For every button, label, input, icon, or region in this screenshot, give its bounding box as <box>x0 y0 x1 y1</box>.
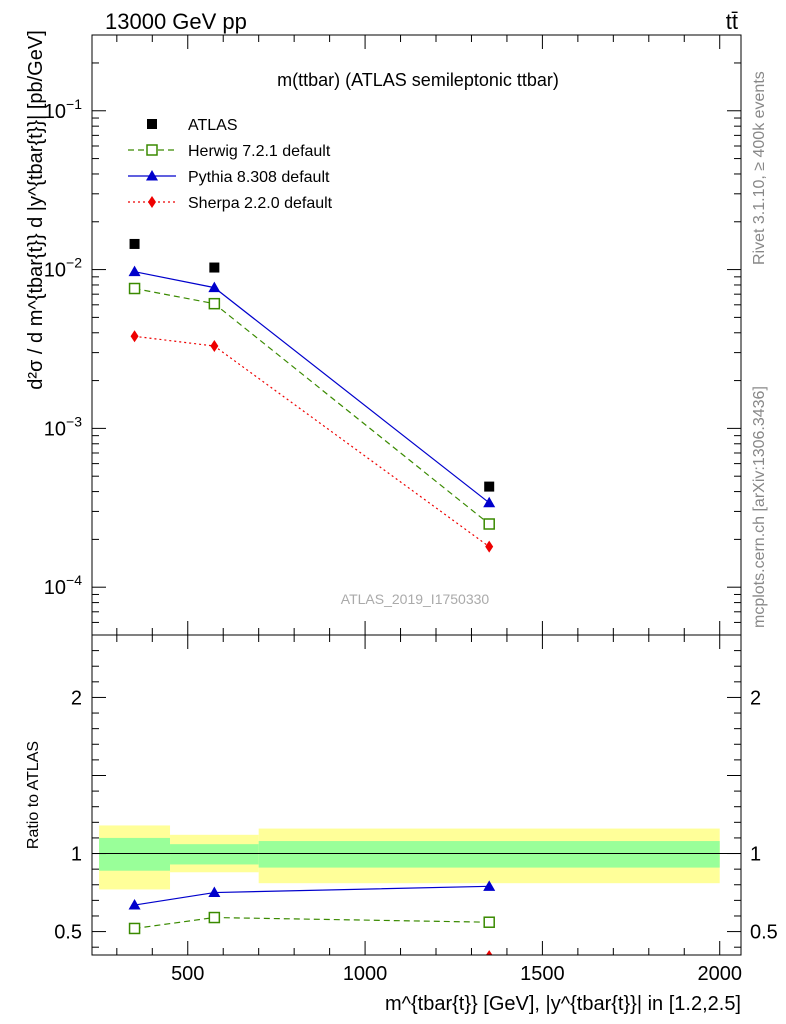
ratio-data-point <box>208 911 221 924</box>
series-line <box>134 271 490 504</box>
data-point <box>128 282 141 295</box>
ratio-y-tick-label-right: 1 <box>750 844 761 866</box>
legend-entry-atlas: ATLAS <box>147 117 238 134</box>
legend-label: ATLAS <box>188 117 238 134</box>
watermark: ATLAS_2019_I1750330 <box>341 591 490 607</box>
data-point <box>483 496 496 508</box>
x-axis-label: m^{tbar{t}} [GeV], |y^{tbar{t}}| in [1.2… <box>385 993 741 1015</box>
ratio-y-tick-label-right: 0.5 <box>750 922 778 944</box>
series-line <box>134 287 490 525</box>
main-axis-ticks: 10−1 10−2 10−3 10−4 <box>44 35 741 636</box>
ratio-y-axis-label: Ratio to ATLAS <box>25 741 42 849</box>
y-tick-label: 10−1 <box>44 96 82 123</box>
ratio-y-tick-label: 2 <box>71 687 82 709</box>
legend-label: Sherpa 2.2.0 default <box>188 195 333 212</box>
main-panel: m(ttbar) (ATLAS semileptonic ttbar) ATLA… <box>25 30 742 636</box>
x-tick-label: 2000 <box>697 963 742 985</box>
data-point <box>208 281 221 293</box>
ratio-y-tick-label-right: 2 <box>750 687 761 709</box>
data-point <box>128 265 141 277</box>
ratio-y-tick-label: 0.5 <box>54 922 82 944</box>
data-point <box>485 540 494 553</box>
x-tick-label: 500 <box>171 963 204 985</box>
y-tick-label: 10−3 <box>44 413 82 440</box>
series-line <box>134 335 490 548</box>
rivet-version-label: Rivet 3.1.10, ≥ 400k events <box>751 71 768 265</box>
ratio-series-sherpa-2-2-0-default <box>436 950 493 960</box>
legend-entry-sherpa-2-2-0-default: Sherpa 2.2.0 default <box>128 195 333 212</box>
ratio-series-pythia-8-308-default <box>128 880 496 910</box>
mcplots-label: mcplots.cern.ch [arXiv:1306.3436] <box>751 386 768 628</box>
series-pythia-8-308-default <box>128 265 496 508</box>
data-point <box>483 518 495 530</box>
legend-label: Herwig 7.2.1 default <box>188 143 331 160</box>
ratio-series-herwig-7-2-1-default <box>128 911 495 935</box>
data-point <box>130 330 139 343</box>
data-point <box>208 297 221 310</box>
ratio-band-green <box>170 844 259 865</box>
ratio-uncertainty-bands <box>99 825 720 890</box>
legend-marker <box>146 144 158 156</box>
ratio-data-point <box>485 950 493 955</box>
x-tick-label: 1000 <box>343 963 388 985</box>
ratio-data-point <box>483 880 496 891</box>
ratio-data-point <box>128 922 141 935</box>
legend-marker <box>148 196 156 208</box>
y-tick-label: 10−2 <box>44 255 82 282</box>
data-point <box>484 481 495 492</box>
ratio-panel: 0.5 0.5 1 1 2 2 500 1000 1500 2000 Ratio to ATLAS… <box>25 634 778 1015</box>
ratio-band-green <box>99 837 171 871</box>
legend: ATLAS Herwig 7.2.1 default Pythia 8.308 de… <box>128 117 333 212</box>
ratio-series-line <box>134 885 490 906</box>
legend-marker <box>146 170 158 181</box>
energy-label: 13000 GeV pp <box>105 9 247 34</box>
process-label: tt̄ <box>726 9 738 34</box>
legend-entry-pythia-8-308-default: Pythia 8.308 default <box>128 169 330 186</box>
data-point <box>209 262 220 273</box>
y-tick-label: 10−4 <box>44 572 82 599</box>
ratio-series-line <box>436 956 489 960</box>
legend-label: Pythia 8.308 default <box>188 169 330 186</box>
legend-marker <box>147 119 157 129</box>
data-point <box>210 340 219 353</box>
series-herwig-7-2-1-default <box>128 282 495 530</box>
ratio-panel-frame <box>91 634 742 956</box>
data-point <box>129 238 140 249</box>
plot-title: m(ttbar) (ATLAS semileptonic ttbar) <box>277 70 559 90</box>
main-y-axis-label: d²σ / d m^{tbar{t}} d |y^{tbar{t}}| [pb/… <box>25 30 47 390</box>
ratio-series-layer <box>128 880 496 960</box>
ratio-y-tick-label: 1 <box>71 844 82 866</box>
ratio-axis-ticks: 0.5 0.5 1 1 2 2 500 1000 1500 2000 <box>54 635 778 985</box>
ratio-band-green <box>258 841 720 868</box>
legend-entry-herwig-7-2-1-default: Herwig 7.2.1 default <box>128 143 331 160</box>
main-series-layer <box>128 238 496 553</box>
ratio-data-point <box>483 916 495 928</box>
x-tick-label: 1500 <box>520 963 565 985</box>
ratio-series-line <box>134 916 490 930</box>
series-atlas <box>129 238 495 492</box>
series-sherpa-2-2-0-default <box>130 330 494 553</box>
ratio-data-point <box>208 886 221 898</box>
ratio-data-point <box>128 899 141 910</box>
